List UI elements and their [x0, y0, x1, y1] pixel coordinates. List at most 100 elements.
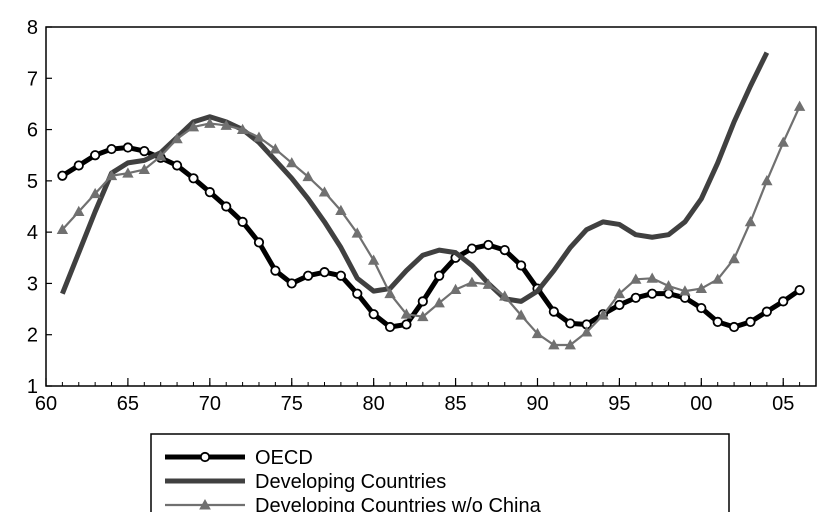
data-point: [138, 163, 150, 174]
data-point: [761, 175, 773, 186]
data-point: [728, 252, 740, 264]
series-0: [57, 142, 805, 333]
data-point: [712, 316, 723, 327]
data-point: [188, 173, 199, 184]
x-tick-label: 00: [690, 393, 712, 415]
data-point: [352, 288, 363, 299]
data-point: [794, 284, 805, 296]
data-point: [286, 157, 298, 168]
data-point: [515, 309, 527, 320]
data-point: [57, 170, 68, 181]
data-point: [319, 267, 330, 278]
x-tick-label: 90: [526, 393, 548, 415]
data-point: [565, 318, 576, 329]
series-line: [60, 51, 770, 304]
data-point: [662, 280, 675, 291]
data-point: [204, 117, 216, 128]
data-point: [466, 243, 478, 254]
data-point: [171, 160, 183, 171]
data-point: [548, 306, 559, 317]
plot-frame: [45, 26, 817, 387]
data-point: [499, 244, 510, 256]
data-point: [744, 216, 757, 227]
series-line: [61, 106, 801, 347]
data-point: [597, 309, 609, 320]
data-point: [695, 282, 707, 293]
data-point: [269, 143, 282, 154]
legend-label: Developing Countries: [255, 471, 446, 493]
series-2: [56, 100, 806, 350]
data-point: [122, 167, 134, 178]
data-point: [236, 123, 249, 134]
data-point: [647, 288, 658, 299]
data-point: [302, 170, 314, 182]
series-1: [60, 51, 770, 304]
data-point: [367, 254, 380, 265]
data-point: [417, 296, 428, 307]
data-point: [663, 288, 674, 299]
data-point: [56, 223, 69, 234]
data-point: [368, 309, 379, 320]
data-point: [499, 290, 511, 301]
data-point: [303, 270, 314, 281]
data-point: [777, 136, 789, 147]
series-line: [61, 145, 802, 330]
y-tick-label: 6: [27, 120, 38, 142]
data-point: [778, 296, 789, 307]
data-point: [73, 160, 84, 171]
x-tick-label: 60: [35, 393, 57, 415]
x-axis: 60 65 70 75 80 85 90 95 00 05: [35, 378, 801, 415]
data-point: [400, 308, 413, 319]
data-point: [237, 216, 248, 227]
x-tick-label: 70: [199, 393, 221, 415]
data-point: [384, 321, 396, 333]
legend-marker: [199, 451, 211, 463]
y-tick-label: 8: [27, 17, 38, 39]
data-point: [318, 186, 331, 197]
data-point: [270, 265, 281, 276]
data-point: [630, 273, 642, 284]
data-point: [253, 237, 265, 248]
legend-box: [150, 433, 730, 512]
data-point: [531, 327, 544, 339]
data-point: [482, 278, 495, 289]
data-point: [696, 302, 707, 314]
y-tick-label: 1: [27, 376, 38, 398]
data-point: [105, 169, 118, 181]
x-tick-label: 65: [117, 393, 139, 415]
y-tick-label: 5: [27, 171, 38, 193]
y-tick-label: 3: [27, 273, 38, 295]
data-point: [548, 339, 560, 350]
x-tick-label: 80: [363, 393, 385, 415]
data-point: [171, 132, 183, 144]
data-point: [417, 310, 429, 322]
data-point: [679, 285, 691, 296]
x-tick-label: 85: [444, 393, 466, 415]
data-point: [89, 187, 101, 199]
legend-label: OECD: [255, 447, 313, 469]
data-point: [335, 270, 346, 281]
y-tick-label: 7: [27, 68, 38, 90]
data-point: [630, 292, 641, 303]
data-point: [712, 273, 724, 284]
data-point: [728, 321, 740, 333]
data-point: [155, 150, 167, 161]
data-point: [106, 143, 117, 155]
series-layer: [56, 51, 806, 350]
data-point: [433, 297, 445, 308]
data-point: [139, 146, 150, 157]
data-point: [401, 319, 412, 330]
data-point: [793, 100, 806, 111]
data-point: [253, 131, 265, 142]
data-point: [761, 306, 772, 317]
data-point: [466, 276, 478, 287]
x-tick-label: 05: [772, 393, 794, 415]
data-point: [516, 260, 527, 271]
data-point: [187, 121, 200, 132]
data-point: [122, 142, 134, 153]
data-point: [646, 272, 658, 283]
legend-label: Developing Countries w/o China: [255, 495, 542, 512]
data-point: [449, 283, 462, 294]
